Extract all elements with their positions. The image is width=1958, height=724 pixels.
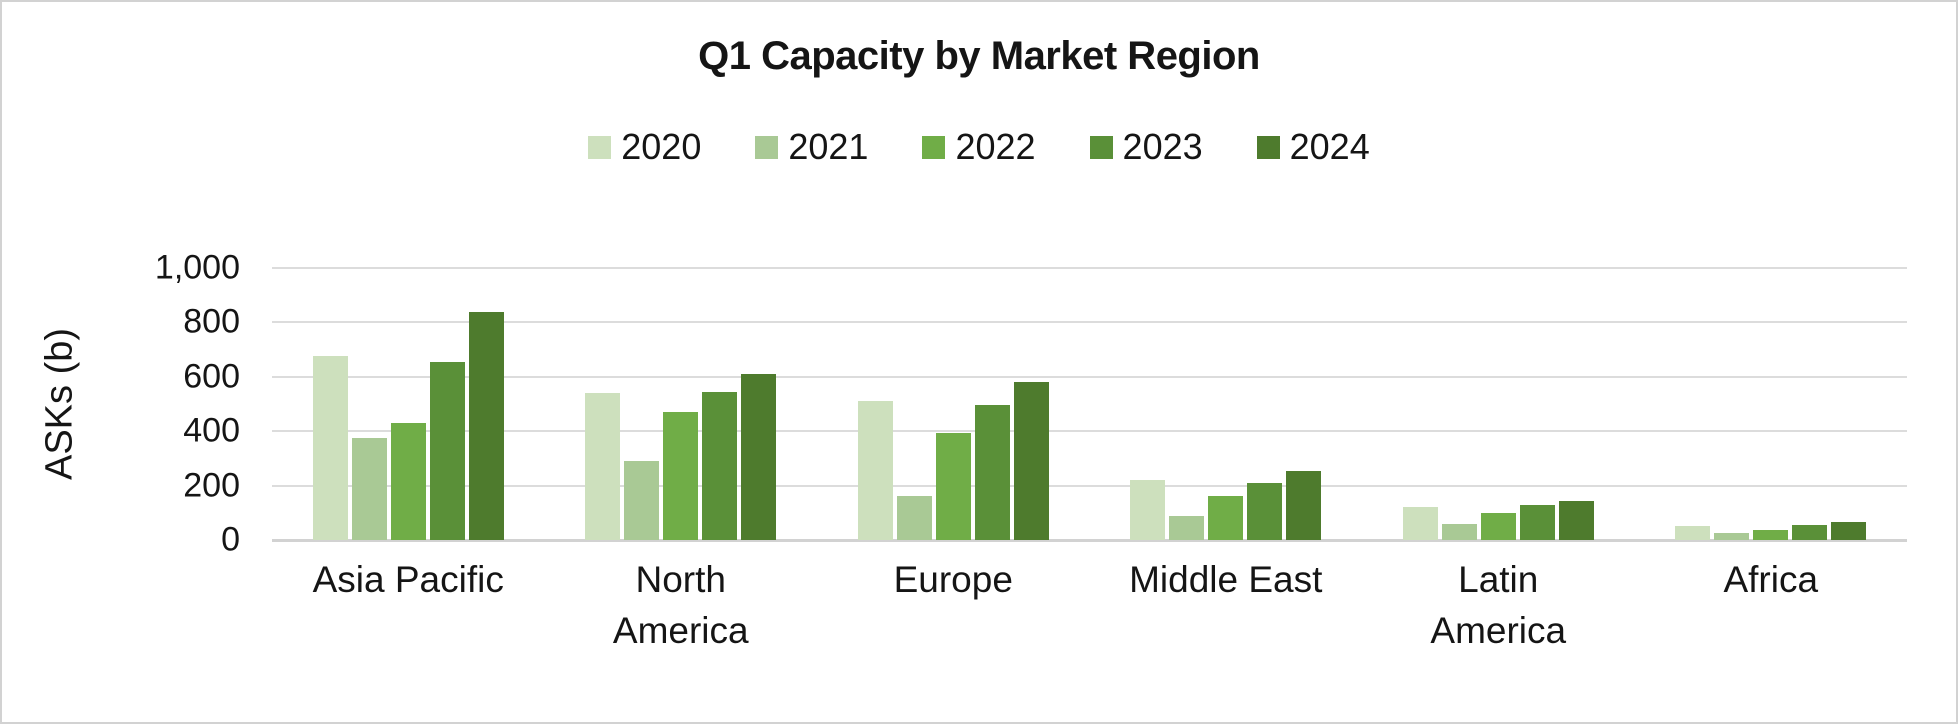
y-tick-0: 0 [221, 520, 240, 559]
legend-item-2020: 2020 [588, 126, 701, 168]
bar-2020-north-america [585, 393, 621, 540]
bar-2024-asia-pacific [468, 312, 504, 540]
x-label-latin-america: Latin America [1362, 554, 1635, 656]
x-label-europe: Europe [817, 554, 1090, 605]
y-tick-600: 600 [183, 357, 240, 396]
bar-2020-asia-pacific [312, 356, 348, 540]
bar-2023-africa [1792, 525, 1828, 540]
x-label-line: Middle East [1129, 559, 1323, 600]
bar-2022-africa [1753, 530, 1789, 540]
bar-2022-asia-pacific [390, 423, 426, 540]
x-axis-line [272, 539, 1907, 542]
x-label-middle-east: Middle East [1090, 554, 1363, 605]
bar-group-north-america [545, 268, 818, 540]
bar-2021-north-america [624, 461, 660, 540]
x-label-africa: Africa [1635, 554, 1908, 605]
bar-2023-middle-east [1247, 483, 1283, 540]
bar-group-africa [1635, 268, 1908, 540]
bar-2023-asia-pacific [429, 362, 465, 540]
bar-2022-latin-america [1480, 513, 1516, 540]
legend-item-2021: 2021 [755, 126, 868, 168]
legend-item-2024: 2024 [1256, 126, 1370, 168]
bar-2021-latin-america [1441, 524, 1477, 540]
legend-label: 2022 [955, 126, 1036, 167]
bar-2024-north-america [741, 374, 777, 540]
legend-item-2022: 2022 [922, 126, 1036, 168]
bar-2020-latin-america [1402, 507, 1438, 540]
bar-2022-middle-east [1208, 496, 1244, 540]
legend-item-2023: 2023 [1089, 126, 1203, 168]
x-label-line: America [1430, 610, 1567, 651]
x-label-north-america: North America [545, 554, 818, 656]
legend-swatch-icon [1089, 135, 1113, 159]
bar-2021-africa [1714, 533, 1750, 540]
x-label-line: Asia Pacific [312, 559, 504, 600]
bar-group-asia-pacific [272, 268, 545, 540]
bar-2024-latin-america [1558, 501, 1594, 540]
legend-label: 2023 [1122, 126, 1203, 167]
bar-2021-middle-east [1169, 516, 1205, 540]
y-tick-800: 800 [183, 302, 240, 341]
gridline-200 [272, 485, 1907, 487]
legend-swatch-icon [588, 135, 612, 159]
legend-label: 2024 [1289, 126, 1370, 167]
legend-swatch-icon [1256, 135, 1280, 159]
bar-2021-asia-pacific [351, 438, 387, 540]
legend: 2020 2021 2022 2023 2024 [2, 126, 1956, 168]
gridline-400 [272, 430, 1907, 432]
bar-group-latin-america [1362, 268, 1635, 540]
y-tick-1-000: 1,000 [154, 248, 240, 287]
bar-2022-north-america [663, 412, 699, 540]
legend-swatch-icon [755, 135, 779, 159]
legend-swatch-icon [922, 135, 946, 159]
bar-2020-middle-east [1130, 480, 1166, 540]
bar-group-middle-east [1090, 268, 1363, 540]
x-label-line: Europe [893, 559, 1013, 600]
y-axis-title: ASKs (b) [38, 327, 81, 481]
bar-2023-europe [974, 405, 1010, 540]
y-tick-400: 400 [183, 411, 240, 450]
legend-label: 2020 [621, 126, 702, 167]
x-label-asia-pacific: Asia Pacific [272, 554, 545, 605]
bar-2020-europe [857, 401, 893, 540]
bar-2023-latin-america [1519, 505, 1555, 540]
y-tick-200: 200 [183, 466, 240, 505]
gridline-600 [272, 376, 1907, 378]
gridline-1-000 [272, 267, 1907, 269]
bar-2024-europe [1013, 382, 1049, 540]
legend-label: 2021 [788, 126, 869, 167]
bar-group-europe [817, 268, 1090, 540]
bar-2023-north-america [702, 392, 738, 540]
bar-2021-europe [896, 496, 932, 540]
gridline-800 [272, 321, 1907, 323]
x-label-line: Africa [1723, 559, 1819, 600]
bar-2022-europe [935, 433, 971, 540]
bar-2020-africa [1675, 526, 1711, 540]
bar-2024-africa [1831, 522, 1867, 540]
x-label-line: North [635, 559, 726, 600]
x-label-line: Latin [1458, 559, 1539, 600]
bar-2024-middle-east [1286, 471, 1322, 540]
x-label-line: America [612, 610, 749, 651]
chart-title: Q1 Capacity by Market Region [698, 34, 1260, 78]
